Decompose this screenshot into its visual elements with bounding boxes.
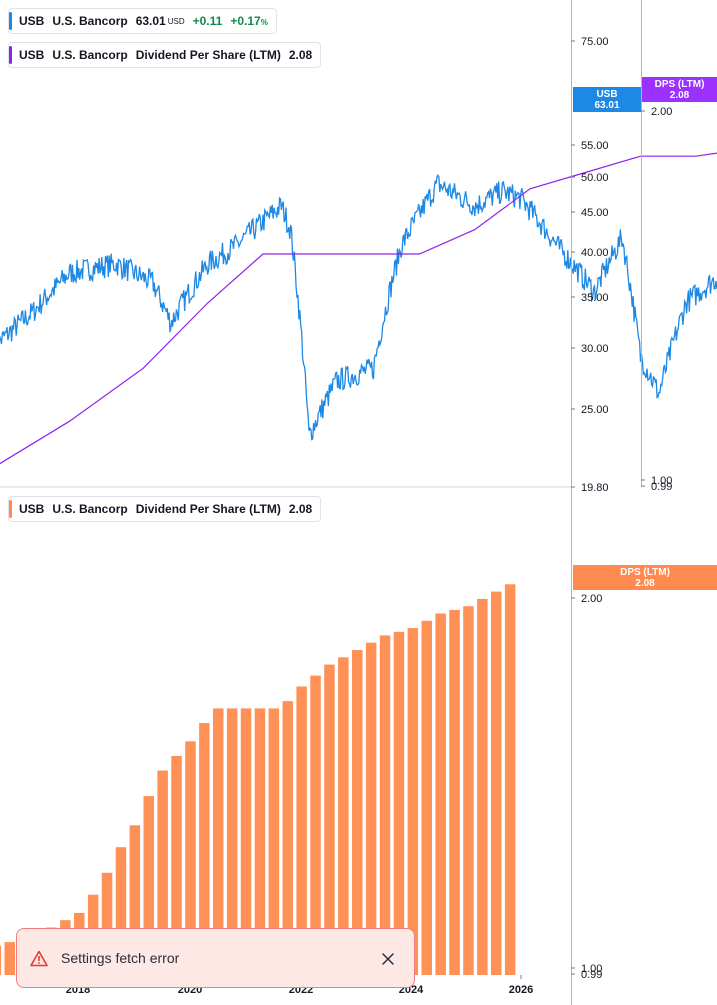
dps-bar [143,796,154,975]
legend-metric: Dividend Per Share (LTM) [135,502,281,516]
dps-line [0,152,717,465]
price-tick-label: 45.00 [581,207,609,219]
dps-bar [449,609,460,975]
close-icon[interactable] [376,947,400,971]
legend-company: U.S. Bancorp [52,502,128,516]
dps-bar [477,598,488,975]
dps-axis-top[interactable]: 2.00 1.000.99 [641,106,672,493]
dps-bar [435,613,446,975]
dps-bar-tick-label: 0.99 [581,969,602,981]
dps-bar [504,584,516,975]
dps-axis-bottom[interactable]: 2.00 1.000.99 [571,593,602,981]
error-toast: Settings fetch error [16,928,415,988]
dps-bar [352,650,363,975]
dps-bar-series [0,584,516,975]
dps-legend-top[interactable]: USB U.S. Bancorp Dividend Per Share (LTM… [8,42,322,68]
dps-bar [129,825,141,975]
dps-tag-label: DPS (LTM) [620,567,670,578]
price-legend-marker [9,12,12,30]
dps-bar [213,708,224,975]
legend-metric: Dividend Per Share (LTM) [135,48,281,62]
price-tick-label: 40.00 [581,247,609,259]
dps-bar [393,631,405,975]
legend-currency: USD [167,16,185,26]
dps-bar [115,847,127,975]
dps-bar [171,755,182,975]
dps-bar [310,675,321,975]
dps-bar [407,628,419,975]
dps-bar-tick-label: 1.00 [581,963,602,975]
legend-ticker: USB [19,502,45,516]
legend-value: 2.08 [288,48,313,62]
dps-bar [365,642,377,975]
legend-change: +0.11 [192,14,223,28]
dps-legend-bottom[interactable]: USB U.S. Bancorp Dividend Per Share (LTM… [8,496,322,522]
price-tick-label: 30.00 [581,343,609,355]
dps-legend-marker [9,46,12,64]
price-tick-label: 19.80 [581,482,609,494]
dps-bar [240,708,252,975]
dps-bar [254,708,266,975]
dps-bar [185,741,196,975]
dps-tag-value: 2.08 [669,90,690,101]
price-last-tag: USB 63.01 [573,87,641,112]
legend-value: 2.08 [288,502,313,516]
legend-change-pct: +0.17% [230,14,268,28]
dps-tag-label: DPS (LTM) [654,79,705,90]
dps-bar [463,606,474,975]
price-tick-label: 75.00 [581,36,609,48]
dps-bar-legend-marker [9,500,12,518]
legend-ticker: USB [19,48,45,62]
price-line [0,173,717,441]
dps-bar [0,945,2,975]
dps-bar [268,708,280,975]
price-tag-ticker: USB [596,89,618,100]
dps-last-tag-bottom: DPS (LTM) 2.08 [573,565,717,590]
legend-pct-sign: % [260,18,268,27]
price-tick-label: 55.00 [581,140,609,152]
dps-bar [421,620,432,975]
dps-bar [101,872,113,975]
dps-tag-value: 2.08 [635,578,655,589]
dps-last-tag-top: DPS (LTM) 2.08 [642,77,717,102]
dps-tick-label: 2.00 [651,106,672,118]
warning-icon [29,948,49,968]
legend-price: 63.01 [135,14,166,28]
price-tick-label: 25.00 [581,404,609,416]
dps-bar [157,770,168,975]
legend-company: U.S. Bancorp [52,48,128,62]
time-tick-label: 2026 [509,984,533,996]
dps-bar [282,701,293,975]
price-tick-label: 50.00 [581,172,609,184]
price-tick-label: 35.00 [581,292,609,304]
dps-bar [4,942,15,975]
dps-bar [296,686,307,975]
dps-bar-tick-label: 2.00 [581,593,602,605]
price-axis[interactable]: 75.00 55.00 50.00 45.00 40.00 35.00 30.00 25.00… [571,36,609,494]
price-legend[interactable]: USB U.S. Bancorp 63.01 USD +0.11 +0.17% [8,8,277,34]
legend-ticker: USB [19,14,45,28]
dps-bar [226,708,238,975]
dps-bar [199,723,210,975]
dps-bar [338,657,349,975]
dps-bar [491,591,502,975]
toast-message: Settings fetch error [61,950,180,966]
legend-company: U.S. Bancorp [52,14,128,28]
price-tag-value: 63.01 [594,100,620,111]
dps-bar [379,635,391,975]
dps-tick-label: 0.99 [651,481,672,493]
dps-tick-label: 1.00 [651,475,672,487]
dps-bar [324,664,335,975]
